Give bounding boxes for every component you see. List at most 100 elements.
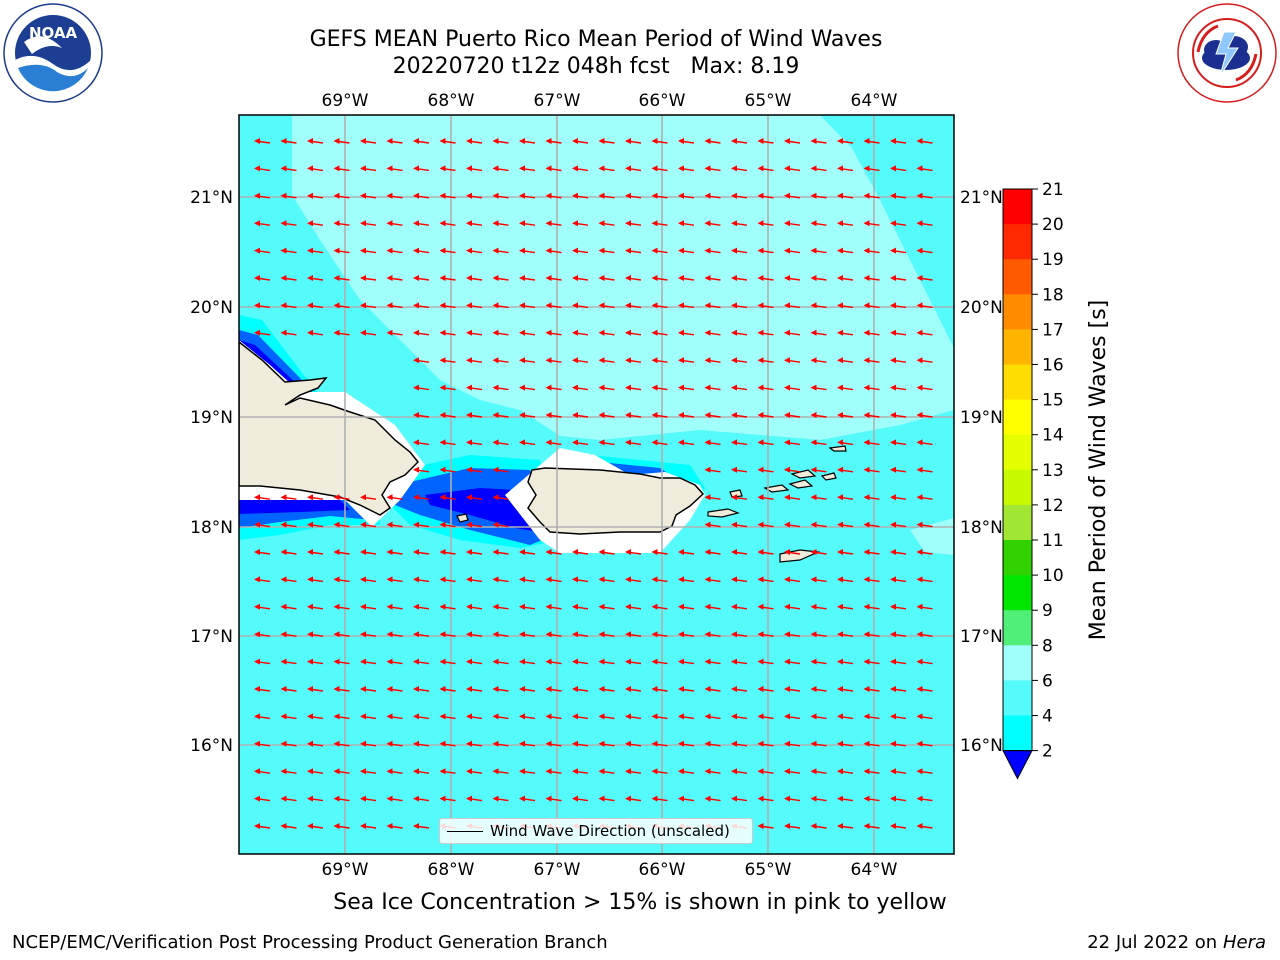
bottom-longitude-labels: 69°W 68°W 67°W 66°W 65°W 64°W (322, 860, 898, 880)
wind-arrow (757, 521, 774, 528)
wind-arrow (890, 220, 907, 227)
wind-arrow (307, 521, 324, 528)
wind-arrow (466, 466, 483, 473)
wind-arrow (386, 795, 403, 802)
wind-arrow (280, 740, 297, 747)
wind-arrow (466, 740, 483, 747)
wind-arrow (307, 494, 324, 501)
wind-arrow (863, 384, 880, 391)
wind-arrow (254, 658, 271, 665)
wind-arrow (598, 686, 615, 692)
lat-label-left: 20°N (190, 298, 233, 318)
wind-arrow (731, 302, 748, 309)
wind-arrow (280, 220, 297, 227)
wind-arrow (466, 192, 483, 199)
wind-arrow (890, 713, 907, 720)
wind-arrow (863, 439, 880, 446)
wind-arrow (678, 576, 695, 583)
wind-arrow (280, 603, 297, 610)
wind-arrow (678, 329, 695, 336)
wind-arrow (625, 357, 642, 364)
wind-arrow (678, 302, 695, 309)
wind-arrow (519, 439, 536, 446)
wind-arrow (413, 603, 430, 610)
wind-arrow (307, 138, 324, 144)
wind-arrow (810, 466, 827, 473)
wind-arrow (466, 521, 483, 528)
wind-arrow (916, 329, 933, 336)
wind-arrow (307, 302, 324, 309)
wind-arrow (598, 631, 615, 638)
wind-arrow (519, 795, 536, 802)
wind-arrow (519, 302, 536, 309)
wind-arrow (757, 412, 774, 418)
wind-arrow (572, 631, 589, 638)
wind-arrow (572, 549, 589, 555)
wind-arrow (439, 138, 456, 144)
wind-arrow (572, 686, 589, 692)
wave-period-under-2-region (239, 500, 350, 514)
wind-arrow (439, 686, 456, 692)
lat-label-left: 16°N (190, 736, 233, 756)
wind-arrow (545, 549, 562, 555)
wind-arrow (307, 192, 324, 199)
lon-label-top: 66°W (639, 91, 686, 111)
wind-arrow (466, 768, 483, 775)
colorbar-segment (1003, 469, 1032, 506)
wind-arrow (837, 165, 854, 172)
wind-arrow (863, 576, 880, 583)
wind-arrow (810, 823, 827, 829)
wind-arrow (837, 466, 854, 473)
wind-arrow (333, 275, 350, 281)
wind-arrow (731, 686, 748, 692)
wind-arrow (731, 384, 748, 391)
wind-arrow (439, 795, 456, 802)
wind-arrow (545, 384, 562, 391)
wind-arrow (545, 220, 562, 227)
wind-arrow (360, 220, 377, 227)
wind-arrow (810, 138, 827, 144)
wind-arrow (890, 603, 907, 610)
colorbar-segment (1003, 504, 1032, 541)
wind-arrow (492, 329, 509, 336)
wind-arrow (598, 165, 615, 172)
wind-arrow (916, 603, 933, 610)
wind-arrow (810, 576, 827, 583)
wind-arrow (545, 302, 562, 309)
right-latitude-labels: 21°N 20°N 19°N 18°N 17°N 16°N (960, 188, 1003, 756)
wind-arrow (466, 412, 483, 418)
wind-arrow (784, 576, 801, 583)
wind-arrow (916, 549, 933, 555)
wind-arrow (916, 768, 933, 775)
wind-arrow (492, 412, 509, 418)
wind-arrow (837, 768, 854, 775)
lon-label-bottom: 65°W (745, 860, 792, 880)
wind-arrow (413, 384, 430, 391)
wind-arrow (413, 549, 430, 555)
wind-arrow (837, 357, 854, 364)
top-longitude-labels: 69°W 68°W 67°W 66°W 65°W 64°W (322, 91, 898, 111)
wind-arrow (704, 576, 721, 583)
wind-arrow (466, 549, 483, 555)
wind-arrow (598, 275, 615, 281)
wind-arrow (545, 247, 562, 254)
wind-arrow (704, 768, 721, 775)
wind-arrow (731, 466, 748, 473)
wind-arrow (837, 686, 854, 692)
wind-arrow (466, 220, 483, 227)
wind-arrow (254, 631, 271, 638)
lat-label-right: 20°N (960, 298, 1003, 318)
wave-period-8-9-patch (785, 380, 835, 432)
wind-arrow (625, 658, 642, 665)
colorbar-tick-label: 11 (1042, 531, 1064, 551)
map-legend: Wind Wave Direction (unscaled) (439, 818, 753, 844)
wind-arrow (333, 603, 350, 610)
wind-arrow (810, 631, 827, 638)
wind-arrow (254, 165, 271, 172)
wind-arrow (307, 549, 324, 555)
wind-arrow (386, 603, 403, 610)
wind-arrow (625, 138, 642, 144)
wind-arrow (307, 220, 324, 227)
wind-arrow (466, 439, 483, 446)
wind-arrow (572, 329, 589, 336)
